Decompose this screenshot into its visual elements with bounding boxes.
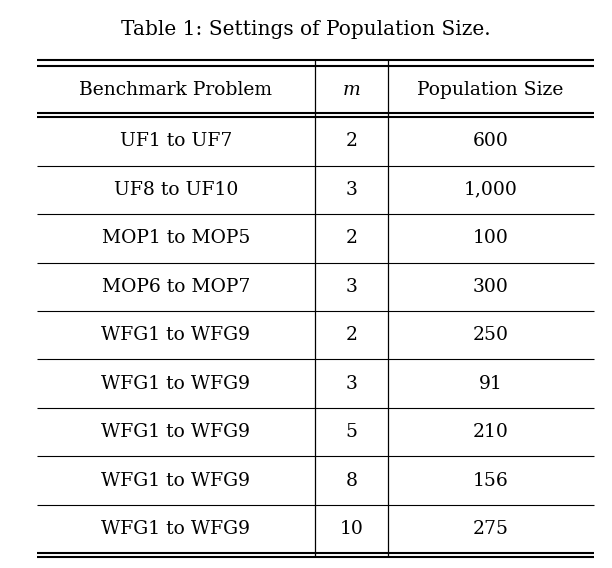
Text: Population Size: Population Size <box>417 81 564 99</box>
Text: 3: 3 <box>345 278 357 296</box>
Text: WFG1 to WFG9: WFG1 to WFG9 <box>102 520 250 538</box>
Text: MOP6 to MOP7: MOP6 to MOP7 <box>102 278 250 296</box>
Text: 2: 2 <box>345 132 357 151</box>
Text: WFG1 to WFG9: WFG1 to WFG9 <box>102 375 250 392</box>
Text: 8: 8 <box>345 471 357 490</box>
Text: MOP1 to MOP5: MOP1 to MOP5 <box>102 229 250 247</box>
Text: UF1 to UF7: UF1 to UF7 <box>120 132 232 151</box>
Text: m: m <box>343 81 360 99</box>
Text: WFG1 to WFG9: WFG1 to WFG9 <box>102 423 250 441</box>
Text: 5: 5 <box>345 423 357 441</box>
Text: 3: 3 <box>345 181 357 199</box>
Text: 91: 91 <box>479 375 502 392</box>
Text: 250: 250 <box>472 326 509 344</box>
Text: 1,000: 1,000 <box>464 181 518 199</box>
Text: 100: 100 <box>472 229 509 247</box>
Text: 275: 275 <box>472 520 509 538</box>
Text: 600: 600 <box>472 132 509 151</box>
Text: 10: 10 <box>340 520 364 538</box>
Text: WFG1 to WFG9: WFG1 to WFG9 <box>102 471 250 490</box>
Text: Benchmark Problem: Benchmark Problem <box>80 81 272 99</box>
Text: Table 1: Settings of Population Size.: Table 1: Settings of Population Size. <box>121 20 491 39</box>
Text: 210: 210 <box>472 423 509 441</box>
Text: 3: 3 <box>345 375 357 392</box>
Text: 300: 300 <box>472 278 509 296</box>
Text: 2: 2 <box>345 326 357 344</box>
Text: UF8 to UF10: UF8 to UF10 <box>114 181 238 199</box>
Text: WFG1 to WFG9: WFG1 to WFG9 <box>102 326 250 344</box>
Text: 2: 2 <box>345 229 357 247</box>
Text: 156: 156 <box>472 471 509 490</box>
